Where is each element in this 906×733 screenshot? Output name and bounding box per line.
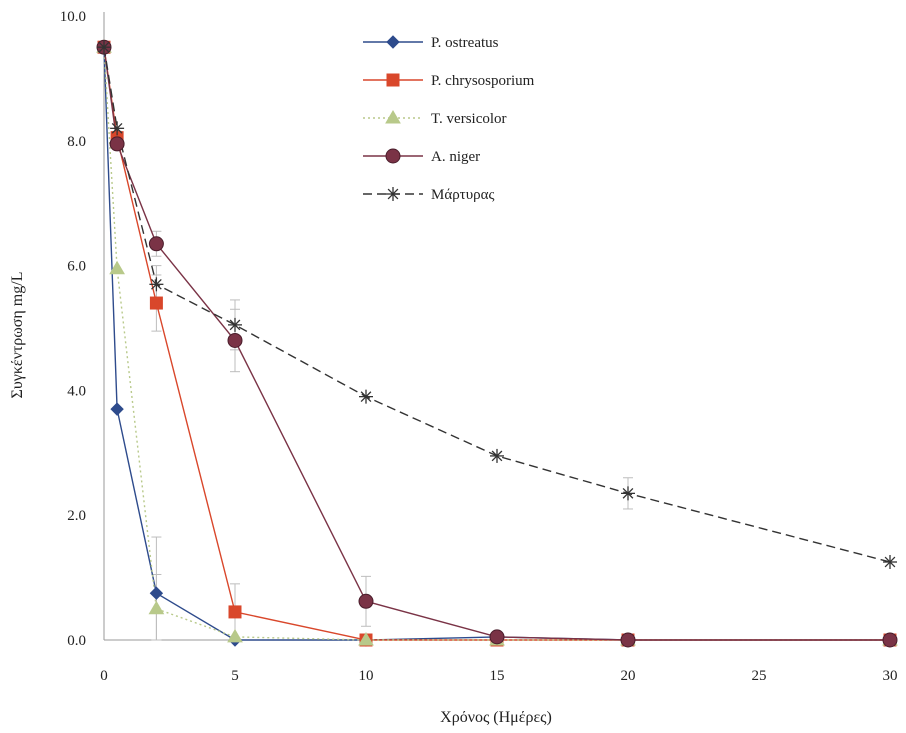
y-tick-label: 4.0 [67,383,86,399]
x-tick-label: 25 [752,668,767,684]
data-point-triangle [358,632,374,646]
data-point-triangle [148,600,165,615]
x-tick-label: 10 [359,668,374,684]
data-point-circle [109,136,125,152]
x-tick-label: 20 [621,668,636,684]
y-tick-label: 6.0 [67,259,86,275]
legend-label: Μάρτυρας [431,187,494,203]
data-point-square [228,605,242,619]
data-point-square [149,296,163,310]
legend-label: A. niger [431,149,480,165]
data-point-star [97,40,111,55]
data-point-circle [882,632,898,648]
x-tick-label: 15 [490,668,505,684]
y-tick-label: 10.0 [60,9,86,25]
x-tick-label: 0 [100,668,108,684]
data-point-circle [358,593,374,609]
data-point-star [883,555,897,569]
legend-label: P. chrysosporium [431,73,535,89]
data-point-triangle [385,110,401,124]
error-bars [112,130,633,641]
data-point-circle [385,148,401,164]
data-point-circle [148,236,164,252]
legend-label: T. versicolor [431,111,507,127]
data-point-star [359,389,373,404]
data-point-triangle [109,260,125,275]
x-axis-title: Χρόνος (Ημέρες) [440,709,552,726]
series-lines [103,47,891,641]
data-point-circle [620,632,636,648]
x-tick-label: 5 [231,668,239,684]
y-axis-title: Συγκέντρωση mg/L [9,272,26,399]
y-tick-label: 2.0 [67,508,86,524]
series-line [103,47,890,641]
legend-label: P. ostreatus [431,35,499,51]
y-tick-label: 8.0 [67,134,86,150]
series-line [103,47,890,641]
y-tick-label: 0.0 [67,633,86,649]
data-point-diamond [386,35,400,49]
data-point-star [386,187,400,201]
data-point-star [110,121,125,136]
data-point-circle [227,332,243,348]
data-point-square [386,73,400,87]
data-point-star [490,448,504,463]
data-point-circle [489,629,505,645]
tick-labels: 0 5 10 15 20 25 30 0.0 2.0 4.0 6.0 8.0 10.0 [60,9,898,684]
legend: P. ostreatus P. chrysosporium T. versicolo… [363,35,535,203]
data-point-triangle [227,628,243,643]
x-tick-label: 30 [883,668,898,684]
data-point-diamond [149,586,164,600]
series-line [103,47,890,641]
series-markers [96,39,898,648]
data-point-star [149,277,164,292]
data-point-star [621,486,635,501]
data-point-diamond [110,402,124,416]
data-point-star [228,317,242,332]
series-line [103,47,890,641]
series-line [103,47,891,563]
